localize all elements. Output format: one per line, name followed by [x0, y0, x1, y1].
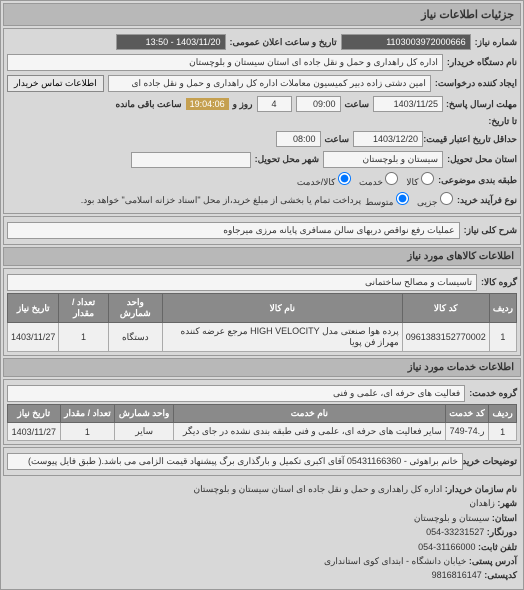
desc-section: توضیحات خریدار: خانم براهوئی - 054311663…: [3, 447, 521, 476]
need-title-value: عملیات رفع نواقص دربهای سالن مسافری پایا…: [7, 222, 460, 239]
buyer-label: نام دستگاه خریدار:: [447, 57, 517, 68]
city-label: شهر محل تحویل:: [255, 154, 319, 165]
delivery-city: سیستان و بلوچستان: [323, 151, 443, 168]
cell-qty: 1: [60, 423, 115, 441]
cell-unit: سایر: [115, 423, 174, 441]
days-label: روز و: [233, 99, 253, 110]
services-group-label: گروه خدمت:: [469, 388, 517, 399]
type-radio-group: کالا خدمت کالا/خدمت: [297, 172, 434, 188]
contact-button[interactable]: اطلاعات تماس خریدار: [7, 75, 104, 92]
goods-section: گروه کالا: تاسیسات و مصالح ساختمانی ردیف…: [3, 268, 521, 356]
org-post-label: کدپستی:: [484, 570, 517, 580]
col-code: کد خدمت: [445, 405, 488, 423]
org-state: سیستان و بلوچستان: [414, 513, 490, 523]
col-radif: ردیف: [489, 405, 517, 423]
cell-code: 0961383152770002: [402, 323, 489, 352]
table-row: 1 ر.74-749 سایر فعالیت های حرفه ای، علمی…: [8, 423, 517, 441]
desc-value: خانم براهوئی - 05431166360 آقای اکبری تک…: [7, 453, 463, 470]
org-info: نام سازمان خریدار: اداره کل راهداری و حم…: [3, 478, 521, 587]
cell-date: 1403/11/27: [8, 323, 59, 352]
need-title-label: شرح کلی نیاز:: [464, 225, 517, 236]
top-section: شماره نیاز: 1103003972000666 تاریخ و ساع…: [3, 28, 521, 214]
org-addr-label: آدرس پستی:: [469, 556, 517, 566]
goods-group-value: تاسیسات و مصالح ساختمانی: [7, 274, 477, 291]
page-header: جزئیات اطلاعات نیاز: [3, 3, 521, 26]
need-no-label: شماره نیاز:: [475, 37, 517, 48]
cell-unit: دستگاه: [108, 323, 162, 352]
org-fax: 33231527-054: [426, 527, 484, 537]
cell-radif: 1: [489, 323, 516, 352]
cell-date: 1403/11/27: [8, 423, 61, 441]
creator-name: امین دشتی زاده دبیر کمیسیون معاملات ادار…: [108, 75, 431, 92]
radio-khadamat[interactable]: خدمت: [359, 172, 398, 188]
org-city: زاهدان: [469, 498, 494, 508]
col-name: نام خدمت: [174, 405, 446, 423]
services-table: ردیف کد خدمت نام خدمت واحد شمارش تعداد /…: [7, 404, 517, 441]
col-unit: واحد شمارش: [108, 294, 162, 323]
col-name: نام کالا: [162, 294, 402, 323]
reply-label: مهلت ارسال پاسخ:: [447, 99, 517, 110]
col-unit: واحد شمارش: [115, 405, 174, 423]
reply-time: 09:00: [296, 96, 341, 112]
col-date: تاریخ نیاز: [8, 405, 61, 423]
radio-motavaset[interactable]: متوسط: [365, 192, 409, 208]
org-tel: 31166000-054: [418, 542, 475, 552]
col-qty: تعداد / مقدار: [60, 405, 115, 423]
remain-label: ساعت باقی مانده: [116, 99, 182, 110]
cell-qty: 1: [59, 323, 108, 352]
org-city-label: شهر:: [497, 498, 517, 508]
reply-time-label: ساعت: [345, 99, 370, 110]
buyer-name: اداره کل راهداری و حمل و نقل جاده ای است…: [7, 54, 443, 71]
desc-label: توضیحات خریدار:: [467, 456, 517, 467]
days-remaining: 4: [257, 96, 292, 112]
purchase-label: نوع فرآیند خرید:: [457, 195, 517, 206]
purchase-radio-group: جزیی متوسط: [365, 192, 453, 208]
purchase-note: پرداخت تمام یا بخشی از مبلغ خرید،از محل …: [81, 195, 361, 206]
org-post: 9816816147: [432, 570, 482, 580]
until-label: تا تاریخ:: [447, 116, 517, 127]
table-row: 1 0961383152770002 پرده هوا صنعتی مدل HI…: [8, 323, 517, 352]
org-state-label: استان:: [492, 513, 517, 523]
cell-name: پرده هوا صنعتی مدل HIGH VELOCITY مرجع عر…: [162, 323, 402, 352]
announce-label: تاریخ و ساعت اعلان عمومی:: [230, 37, 337, 48]
reply-date: 1403/11/25: [373, 96, 443, 112]
need-no: 1103003972000666: [341, 34, 471, 50]
need-title-section: شرح کلی نیاز: عملیات رفع نواقص دربهای سا…: [3, 216, 521, 245]
org-name-label: نام سازمان خریدار:: [445, 484, 517, 494]
services-section: گروه خدمت: فعالیت های حرفه ای، علمی و فن…: [3, 379, 521, 445]
state-label: استان محل تحویل:: [447, 154, 517, 165]
delivery-city2: [131, 152, 251, 168]
goods-group-label: گروه کالا:: [481, 277, 517, 288]
cell-name: سایر فعالیت های حرفه ای، علمی و فنی طبقه…: [174, 423, 446, 441]
col-radif: ردیف: [489, 294, 516, 323]
page-title: جزئیات اطلاعات نیاز: [421, 9, 514, 21]
announce-date: 1403/11/20 - 13:50: [116, 34, 226, 50]
org-addr: خیابان دانشگاه - ابتدای کوی استانداری: [324, 556, 466, 566]
cell-radif: 1: [489, 423, 517, 441]
col-date: تاریخ نیاز: [8, 294, 59, 323]
radio-jozi[interactable]: جزیی: [417, 192, 453, 208]
price-time-label: ساعت: [325, 134, 350, 145]
org-tel-label: تلفن ثابت:: [478, 542, 517, 552]
goods-header: اطلاعات کالاهای مورد نیاز: [3, 247, 521, 266]
services-group-value: فعالیت های حرفه ای، علمی و فنی: [7, 385, 465, 402]
services-header: اطلاعات خدمات مورد نیاز: [3, 358, 521, 377]
radio-kala-khadamat[interactable]: کالا/خدمت: [297, 172, 351, 188]
goods-table: ردیف کد کالا نام کالا واحد شمارش تعداد /…: [7, 293, 517, 352]
time-remaining: 19:04:06: [186, 98, 229, 110]
price-time: 08:00: [276, 131, 321, 147]
org-name: اداره کل راهداری و حمل و نقل جاده ای است…: [194, 484, 443, 494]
col-code: کد کالا: [402, 294, 489, 323]
price-date: 1403/12/20: [353, 131, 423, 147]
col-qty: تعداد / مقدار: [59, 294, 108, 323]
creator-label: ایجاد کننده درخواست:: [435, 78, 517, 89]
type-label: طبقه بندی موضوعی:: [438, 175, 517, 186]
org-fax-label: دورنگار:: [487, 527, 517, 537]
price-deadline-label: حداقل تاریخ اعتبار قیمت: تا تاریخ:: [427, 134, 517, 145]
radio-kala[interactable]: کالا: [406, 172, 434, 188]
cell-code: ر.74-749: [445, 423, 488, 441]
